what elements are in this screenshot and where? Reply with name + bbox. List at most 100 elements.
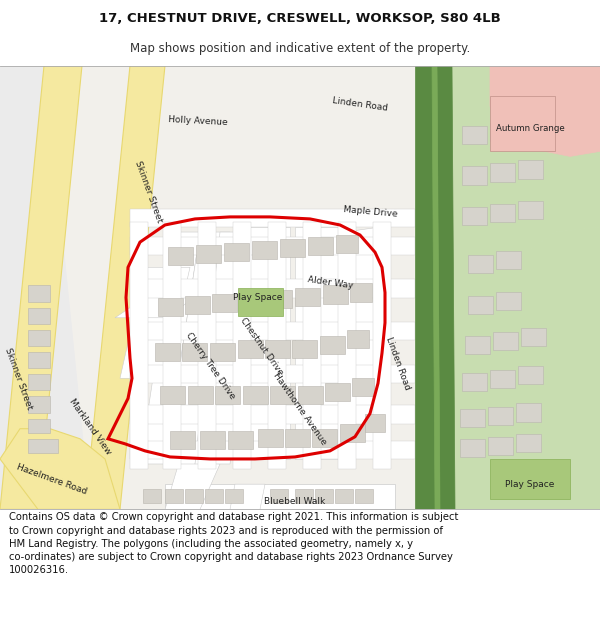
Polygon shape xyxy=(432,66,440,509)
Bar xyxy=(200,431,225,449)
Polygon shape xyxy=(295,227,340,459)
Polygon shape xyxy=(420,66,600,509)
Polygon shape xyxy=(130,237,415,255)
Polygon shape xyxy=(165,232,230,464)
Bar xyxy=(143,489,161,503)
Bar xyxy=(170,431,195,449)
Bar xyxy=(28,374,50,391)
Text: Skinner Street: Skinner Street xyxy=(2,346,34,411)
Bar xyxy=(182,343,207,361)
Polygon shape xyxy=(230,484,265,509)
Bar xyxy=(462,126,487,144)
Bar xyxy=(490,459,570,499)
Bar xyxy=(320,336,345,354)
Text: Chestnut Drive: Chestnut Drive xyxy=(239,316,285,376)
Bar xyxy=(225,489,243,503)
Text: 17, CHESTNUT DRIVE, CRESWELL, WORKSOP, S80 4LB: 17, CHESTNUT DRIVE, CRESWELL, WORKSOP, S… xyxy=(99,12,501,25)
Text: Play Space: Play Space xyxy=(233,293,283,302)
Bar xyxy=(465,336,490,354)
Bar xyxy=(355,489,373,503)
Bar xyxy=(493,332,518,350)
Polygon shape xyxy=(303,222,321,469)
Polygon shape xyxy=(430,227,600,509)
Bar xyxy=(188,386,213,404)
Bar xyxy=(340,424,365,442)
Polygon shape xyxy=(0,66,90,509)
Bar xyxy=(158,298,183,316)
Text: Autumn Grange: Autumn Grange xyxy=(496,124,565,132)
Polygon shape xyxy=(195,232,255,464)
Polygon shape xyxy=(0,66,82,509)
Text: Play Space: Play Space xyxy=(505,479,554,489)
Polygon shape xyxy=(130,279,415,298)
Bar xyxy=(196,245,221,263)
Bar xyxy=(28,419,50,432)
Polygon shape xyxy=(130,222,148,469)
Bar xyxy=(488,437,513,455)
Bar xyxy=(336,235,358,253)
Bar xyxy=(243,386,268,404)
Text: Skinner Street: Skinner Street xyxy=(133,159,163,224)
Text: Hazelmere Road: Hazelmere Road xyxy=(16,462,88,496)
Bar xyxy=(516,434,541,452)
Bar xyxy=(468,255,493,273)
Bar xyxy=(460,409,485,427)
Polygon shape xyxy=(490,66,600,156)
Polygon shape xyxy=(85,66,165,509)
Bar xyxy=(28,352,50,368)
Polygon shape xyxy=(120,268,190,378)
Bar xyxy=(521,328,546,346)
Polygon shape xyxy=(115,298,195,318)
Bar xyxy=(365,414,385,432)
Bar xyxy=(285,429,310,447)
Bar xyxy=(518,201,543,219)
Bar xyxy=(185,296,210,314)
Bar xyxy=(347,330,369,348)
Text: Maple Drive: Maple Drive xyxy=(343,205,397,219)
Bar xyxy=(488,406,513,424)
Bar xyxy=(165,489,183,503)
Polygon shape xyxy=(338,222,356,469)
Text: Alder Way: Alder Way xyxy=(307,275,353,290)
Bar xyxy=(462,166,487,184)
Bar xyxy=(28,308,50,324)
Text: Linden Road: Linden Road xyxy=(332,96,388,112)
Bar xyxy=(312,429,337,447)
Bar xyxy=(516,404,541,422)
Bar xyxy=(292,340,317,358)
Text: Cherry Tree Drive: Cherry Tree Drive xyxy=(184,331,236,401)
Bar xyxy=(28,286,50,302)
Bar xyxy=(323,286,348,304)
Text: Holly Avenue: Holly Avenue xyxy=(168,115,228,127)
Bar xyxy=(308,237,333,255)
Bar xyxy=(298,386,323,404)
Polygon shape xyxy=(130,209,415,227)
Polygon shape xyxy=(0,429,120,509)
Bar xyxy=(258,429,283,447)
Bar xyxy=(155,343,180,361)
Bar xyxy=(28,330,50,346)
Bar xyxy=(462,207,487,225)
Bar xyxy=(212,294,237,312)
Bar xyxy=(270,386,295,404)
Bar xyxy=(496,291,521,309)
Polygon shape xyxy=(130,365,415,383)
Bar xyxy=(490,370,515,388)
Bar xyxy=(240,291,265,309)
Bar xyxy=(205,489,223,503)
Polygon shape xyxy=(140,232,200,464)
Text: Contains OS data © Crown copyright and database right 2021. This information is : Contains OS data © Crown copyright and d… xyxy=(9,512,458,575)
Text: Bluebell Walk: Bluebell Walk xyxy=(265,497,326,506)
Polygon shape xyxy=(373,222,391,469)
Bar xyxy=(518,161,543,179)
Polygon shape xyxy=(130,322,415,340)
Polygon shape xyxy=(415,66,435,509)
Bar xyxy=(468,296,493,314)
Bar xyxy=(28,439,58,453)
Polygon shape xyxy=(250,227,290,459)
Text: Linden Road: Linden Road xyxy=(384,335,412,391)
Text: Map shows position and indicative extent of the property.: Map shows position and indicative extent… xyxy=(130,42,470,54)
Polygon shape xyxy=(268,222,286,469)
Bar xyxy=(267,289,292,308)
Bar xyxy=(224,243,249,261)
